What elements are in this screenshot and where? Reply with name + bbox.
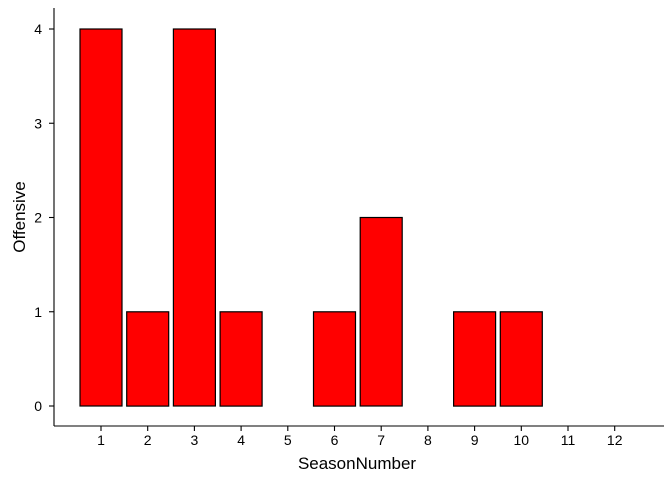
y-tick-label-2: 2: [34, 210, 42, 226]
x-tick-label-3: 3: [191, 432, 199, 448]
bar-9: [453, 311, 497, 407]
x-tick-label-10: 10: [514, 432, 530, 448]
x-tick-label-1: 1: [97, 432, 105, 448]
x-axis-title: SeasonNumber: [298, 454, 416, 473]
y-tick-label-0: 0: [34, 398, 42, 414]
x-tick-label-2: 2: [144, 432, 152, 448]
bar-2: [126, 311, 170, 407]
y-tick-label-1: 1: [34, 304, 42, 320]
bar-7: [359, 216, 403, 407]
x-tick-label-4: 4: [237, 432, 245, 448]
x-tick-label-11: 11: [561, 432, 576, 448]
bar-4: [219, 311, 263, 407]
x-tick-label-8: 8: [424, 432, 432, 448]
y-ticks-group: 0 1 2 3 4: [34, 21, 54, 414]
x-ticks-group: 1 2 3 4 5 6 7 8 9 10 11 12: [97, 426, 623, 448]
y-tick-label-4: 4: [34, 21, 42, 37]
bar-3: [172, 28, 216, 407]
y-tick-label-3: 3: [34, 115, 42, 131]
bar-10: [499, 311, 543, 407]
bar-6: [312, 311, 357, 407]
bars-group: [79, 28, 543, 407]
x-tick-label-12: 12: [607, 432, 623, 448]
x-tick-label-5: 5: [284, 432, 292, 448]
x-tick-label-6: 6: [331, 432, 339, 448]
x-tick-label-7: 7: [377, 432, 385, 448]
x-tick-label-9: 9: [471, 432, 479, 448]
bar-1: [79, 28, 123, 407]
y-axis-title: Offensive: [10, 181, 29, 253]
